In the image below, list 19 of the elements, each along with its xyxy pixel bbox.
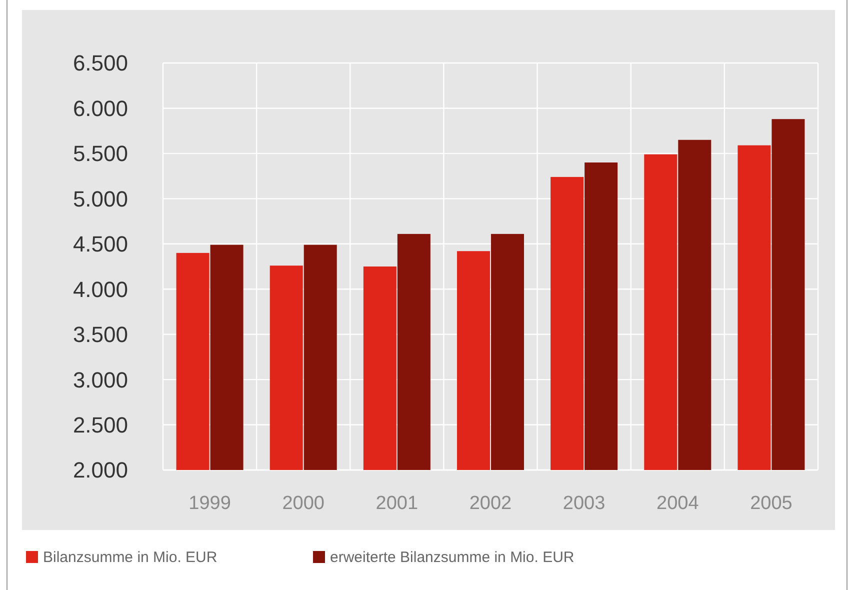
y-tick-label: 4.000 — [72, 276, 128, 302]
y-tick-label: 6.000 — [72, 96, 128, 121]
x-tick-label: 1999 — [188, 493, 231, 514]
x-tick-label: 2004 — [656, 493, 700, 514]
y-tick-label: 2.000 — [72, 458, 128, 483]
y-tick-label: 6.500 — [72, 50, 128, 76]
y-tick-label: 4.500 — [72, 232, 128, 257]
y-tick-label: 5.000 — [72, 186, 128, 212]
x-tick-label: 2005 — [750, 493, 792, 514]
x-tick-label: 2003 — [562, 493, 606, 514]
y-tick-label: 2.500 — [72, 412, 128, 438]
legend-label: erweiterte Bilanzsumme in Mio. EUR — [330, 549, 574, 566]
x-tick-label: 2000 — [282, 493, 324, 514]
x-tick-label: 2002 — [469, 493, 512, 514]
y-tick-label: 5.500 — [72, 141, 128, 166]
x-tick-label: 2001 — [376, 493, 418, 514]
y-tick-label: 3.500 — [72, 322, 128, 348]
legend-label: Bilanzsumme in Mio. EUR — [43, 549, 218, 566]
y-tick-label: 3.000 — [72, 367, 128, 392]
